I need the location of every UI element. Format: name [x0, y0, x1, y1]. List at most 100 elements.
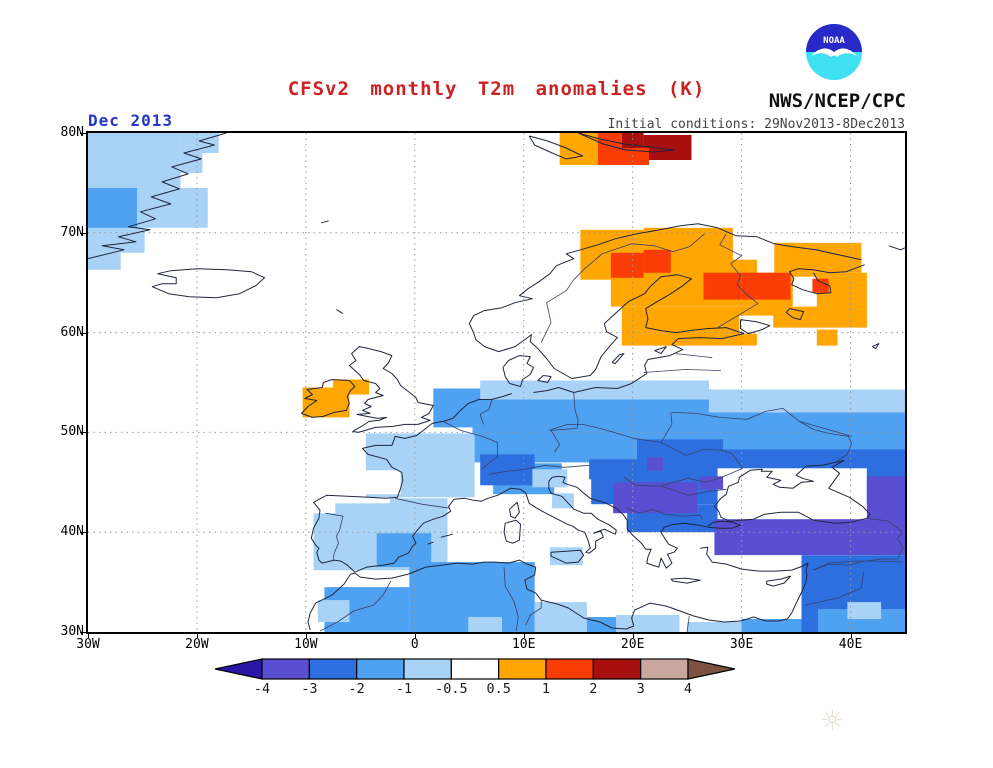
noaa-logo-gull-icon [811, 48, 857, 57]
anomaly-cell [88, 227, 145, 253]
anomaly-cell [708, 389, 905, 413]
gridlines-layer [88, 133, 905, 632]
coastline [348, 346, 434, 433]
anomaly-cell [480, 454, 535, 486]
coastline [813, 560, 903, 571]
coastline [611, 353, 625, 364]
coastline [301, 379, 356, 418]
colorbar-segment [261, 658, 310, 680]
anomaly-cell [717, 468, 867, 520]
colorbar-segment [308, 658, 358, 680]
colorbar-tick-label: -2 [348, 681, 365, 697]
coastline [643, 369, 721, 373]
coastline [537, 375, 552, 383]
colorbar-segment [403, 658, 452, 680]
coastline [427, 541, 434, 545]
x-tick-label: 30W [76, 637, 100, 652]
colorbar-arrow-left [215, 658, 263, 680]
coastline [307, 546, 809, 631]
coastline [509, 501, 520, 519]
agency-label: NWS/NCEP/CPC [768, 90, 906, 112]
anomaly-cell [700, 476, 724, 490]
coastline [503, 567, 519, 632]
anomaly-cell [741, 619, 802, 632]
coastline [548, 423, 662, 443]
colorbar-arrow-right [687, 658, 735, 680]
colorbar-tick-label: -3 [301, 681, 318, 697]
anomaly-cell [597, 148, 649, 165]
anomaly-cell [311, 498, 336, 514]
map-frame [86, 131, 907, 634]
coastline [789, 264, 865, 295]
anomaly-cell [637, 439, 724, 460]
anomaly-cells-layer [88, 133, 905, 632]
coastline [654, 346, 667, 355]
anomaly-cell [532, 469, 568, 488]
coastline [577, 133, 675, 153]
anomaly-cell [88, 187, 137, 233]
colorbar-tick-label: -0.5 [435, 681, 468, 697]
y-tick-label: 60N [60, 324, 84, 340]
y-tick-label: 70N [60, 224, 84, 240]
coastline [713, 459, 871, 524]
anomaly-cell [88, 133, 181, 188]
anomaly-cell [468, 617, 502, 632]
coastline [503, 519, 521, 544]
init-conditions-label: Initial conditions: 29Nov2013-8Dec2013 [607, 117, 905, 132]
anomaly-cell [723, 449, 905, 469]
anomaly-cell [364, 470, 401, 495]
coastline [740, 319, 771, 335]
anomaly-cell [714, 519, 905, 556]
colorbar-segment [640, 658, 689, 680]
noaa-logo-text: NOAA [823, 36, 845, 46]
y-tick-mark [80, 332, 86, 334]
colorbar-segment [498, 658, 547, 680]
coastline [151, 268, 265, 299]
anomaly-cell [317, 600, 350, 623]
x-tick-label: 0 [410, 637, 419, 652]
coastline [804, 572, 864, 606]
anomaly-cell [646, 457, 664, 471]
coastline [550, 392, 579, 453]
colorbar-segment [592, 658, 642, 680]
coastline [625, 507, 703, 520]
colorbar-tick-label: 0.5 [486, 681, 511, 697]
coastline [766, 575, 792, 587]
x-tick-mark [523, 633, 525, 638]
x-tick-mark [850, 633, 852, 638]
colorbar-segment [450, 658, 500, 680]
y-tick-mark [80, 532, 86, 534]
coastline [661, 485, 727, 496]
anomaly-cell [180, 153, 203, 173]
x-tick-label: 20E [620, 637, 645, 652]
colorbar-tick-label: 3 [636, 681, 645, 697]
x-tick-mark [414, 633, 416, 638]
anomaly-cell [817, 609, 905, 632]
colorbar-tick-label: 4 [683, 681, 693, 697]
coastline [550, 549, 585, 564]
x-tick-label: 40E [838, 637, 863, 652]
coastline [525, 600, 542, 626]
anomaly-cell [687, 622, 742, 632]
noaa-logo: NOAA [806, 24, 862, 80]
anomaly-cell [88, 252, 121, 270]
x-tick-mark [305, 633, 307, 638]
coastline [440, 533, 454, 538]
coastline [320, 220, 329, 224]
x-tick-label: 20W [185, 637, 209, 652]
anomaly-cell [480, 380, 709, 400]
anomaly-cell [613, 482, 697, 514]
anomaly-cell [534, 602, 587, 632]
y-tick-label: 80N [60, 125, 84, 140]
coastline [785, 308, 805, 321]
coastline [88, 133, 227, 260]
anomaly-cell [586, 617, 617, 632]
anomaly-cell [335, 498, 390, 504]
coastline [479, 399, 493, 425]
coastline [488, 464, 590, 475]
y-tick-mark [80, 232, 86, 234]
x-tick-label: 30E [729, 637, 754, 652]
coastline [888, 245, 905, 251]
colorbar-segment [545, 658, 594, 680]
